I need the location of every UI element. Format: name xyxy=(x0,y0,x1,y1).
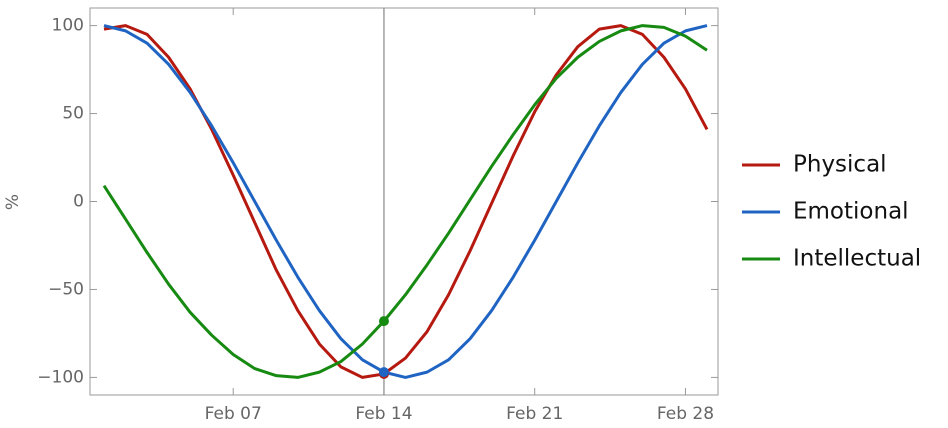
legend-label: Emotional xyxy=(793,199,909,225)
cursor-point xyxy=(378,367,389,378)
series-line xyxy=(102,24,708,379)
x-tick-label: Feb 28 xyxy=(657,404,714,424)
cursor-point xyxy=(378,316,389,327)
y-tick-label: 100 xyxy=(52,16,84,36)
legend-label: Intellectual xyxy=(793,246,921,272)
y-tick-label: 50 xyxy=(62,104,84,124)
legend: Physical Emotional Intellectual xyxy=(742,152,921,272)
x-tick-label: Feb 07 xyxy=(205,404,262,424)
series-line xyxy=(103,24,709,379)
x-tick-label: Feb 14 xyxy=(355,404,412,424)
x-tick-label: Feb 21 xyxy=(506,404,563,424)
legend-label: Physical xyxy=(793,152,887,178)
series-line xyxy=(103,24,708,379)
y-tick-label: −100 xyxy=(37,367,84,387)
plot-frame xyxy=(89,7,719,396)
y-tick-label: −50 xyxy=(48,279,84,299)
y-tick-label: 0 xyxy=(73,192,84,212)
y-axis-label: % xyxy=(3,194,23,210)
